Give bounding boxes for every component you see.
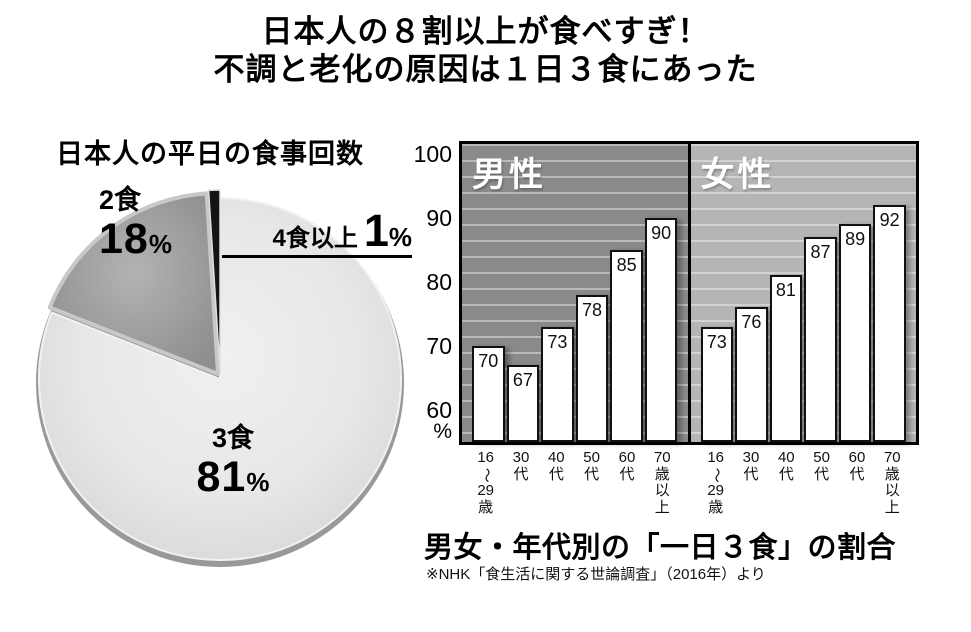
pie-label-4meals-name: 4食以上 (272, 225, 358, 252)
y-tick-60: 60 (426, 396, 452, 423)
callout-line-4meals (222, 255, 412, 258)
main-title-line2: 不調と老化の原因は１日３食にあった (213, 52, 758, 87)
bar-chart-caption: 男女・年代別の「一日３食」の割合 (424, 532, 897, 564)
bar-chart-source: ※NHK「食生活に関する世論調査」（2016年）より (426, 566, 766, 583)
main-title-line1: 日本人の８割以上が食べすぎ！ (261, 14, 710, 49)
panel-label-male: 男性 (472, 156, 546, 194)
bar-female-4: 89 (838, 224, 872, 442)
bar-male-3: 78 (575, 295, 609, 442)
pie-label-3meals-name: 3食 (211, 423, 255, 453)
x-label-male-1: 30 代 (512, 449, 530, 483)
pie-label-2meals: 2食 18% (99, 186, 172, 264)
x-label-male-0: 16 〜 29 歳 (477, 449, 495, 516)
bar-value: 78 (582, 300, 603, 320)
bar-female-3: 87 (804, 237, 837, 442)
bar-value: 89 (845, 229, 866, 249)
panel-female: 女性 73 76 81 87 89 92 (687, 144, 916, 442)
bar-chart-y-axis: 100 90 80 70 60% (396, 141, 454, 453)
panel-label-female: 女性 (700, 156, 775, 194)
x-label-female-0: 16 〜 29 歳 (707, 449, 725, 516)
y-tick-70: 70 (426, 332, 452, 359)
bar-value: 87 (810, 242, 831, 262)
x-label-male-2: 40 代 (547, 449, 565, 483)
x-labels-female: 16 〜 29 歳 30 代 40 代 50 代 60 代 70 歳以上 (689, 449, 919, 516)
pie-label-3meals-value: 81 (196, 453, 247, 501)
x-label-female-3: 50 代 (813, 449, 830, 483)
x-label-female-5: 70 歳以上 (883, 449, 901, 516)
pie-chart-title: 日本人の平日の食事回数 (56, 139, 364, 169)
x-label-male-4: 60 代 (618, 449, 636, 483)
bar-chart-x-axis: 16 〜 29 歳 30 代 40 代 50 代 60 代 70 歳以上 16 〜 29 歳 30 代 40 代 50 代 60… (459, 449, 919, 516)
pie-label-2meals-name: 2食 (99, 185, 142, 215)
bar-value: 73 (706, 332, 727, 352)
bar-value: 67 (512, 370, 533, 390)
x-label-female-2: 40 代 (777, 449, 795, 483)
bar-value: 76 (741, 312, 762, 332)
bar-value: 92 (879, 210, 900, 230)
pie-slice-2meals (47, 191, 220, 376)
y-tick-90: 90 (426, 204, 452, 231)
bar-female-5: 92 (873, 205, 906, 442)
bar-female-1: 76 (735, 307, 768, 442)
pie-label-3meals-unit: % (246, 467, 270, 497)
x-label-female-4: 60 代 (848, 449, 866, 483)
bar-female-2: 81 (769, 275, 803, 442)
bars-female: 73 76 81 87 89 92 (700, 144, 907, 442)
bar-chart-plot: 男性 70 67 73 78 85 90 女性 73 76 81 87 89 92 (459, 141, 919, 445)
pie-label-4meals-value: 1 (363, 205, 389, 256)
panel-male: 男性 70 67 73 78 85 90 (462, 144, 688, 442)
x-label-female-1: 30 代 (742, 449, 760, 483)
bar-male-1: 67 (506, 365, 540, 442)
pie-chart (26, 186, 414, 574)
x-label-male-3: 50 代 (583, 449, 600, 483)
bar-value: 90 (651, 223, 672, 243)
bar-value: 85 (616, 255, 637, 275)
y-tick-100: 100 (413, 140, 452, 167)
pie-label-2meals-value: 18 (99, 215, 149, 263)
bar-male-2: 73 (541, 327, 574, 442)
pie-slice-4meals (207, 189, 221, 372)
bar-male-4: 85 (610, 250, 643, 442)
x-labels-male: 16 〜 29 歳 30 代 40 代 50 代 60 代 70 歳以上 (459, 449, 689, 516)
bar-male-0: 70 (472, 346, 505, 442)
main-title: 日本人の８割以上が食べすぎ！ 不調と老化の原因は１日３食にあった (0, 13, 971, 89)
bar-value: 73 (547, 332, 568, 352)
x-label-male-5: 70 歳以上 (653, 449, 671, 516)
pie-slice-3meals (38, 197, 402, 561)
bar-female-0: 73 (700, 327, 734, 442)
bar-male-5: 90 (644, 218, 678, 442)
bars-male: 70 67 73 78 85 90 (472, 144, 678, 442)
bar-value: 70 (478, 351, 499, 371)
y-tick-80: 80 (426, 268, 452, 295)
bar-value: 81 (775, 280, 796, 300)
y-axis-unit: % (433, 419, 452, 443)
pie-label-4meals: 4食以上 1% (228, 205, 412, 257)
pie-label-3meals: 3食 81% (148, 424, 318, 502)
pie-label-2meals-unit: % (148, 229, 172, 259)
pie-label-4meals-unit: % (388, 222, 412, 252)
pie-chart-svg (36, 189, 404, 567)
